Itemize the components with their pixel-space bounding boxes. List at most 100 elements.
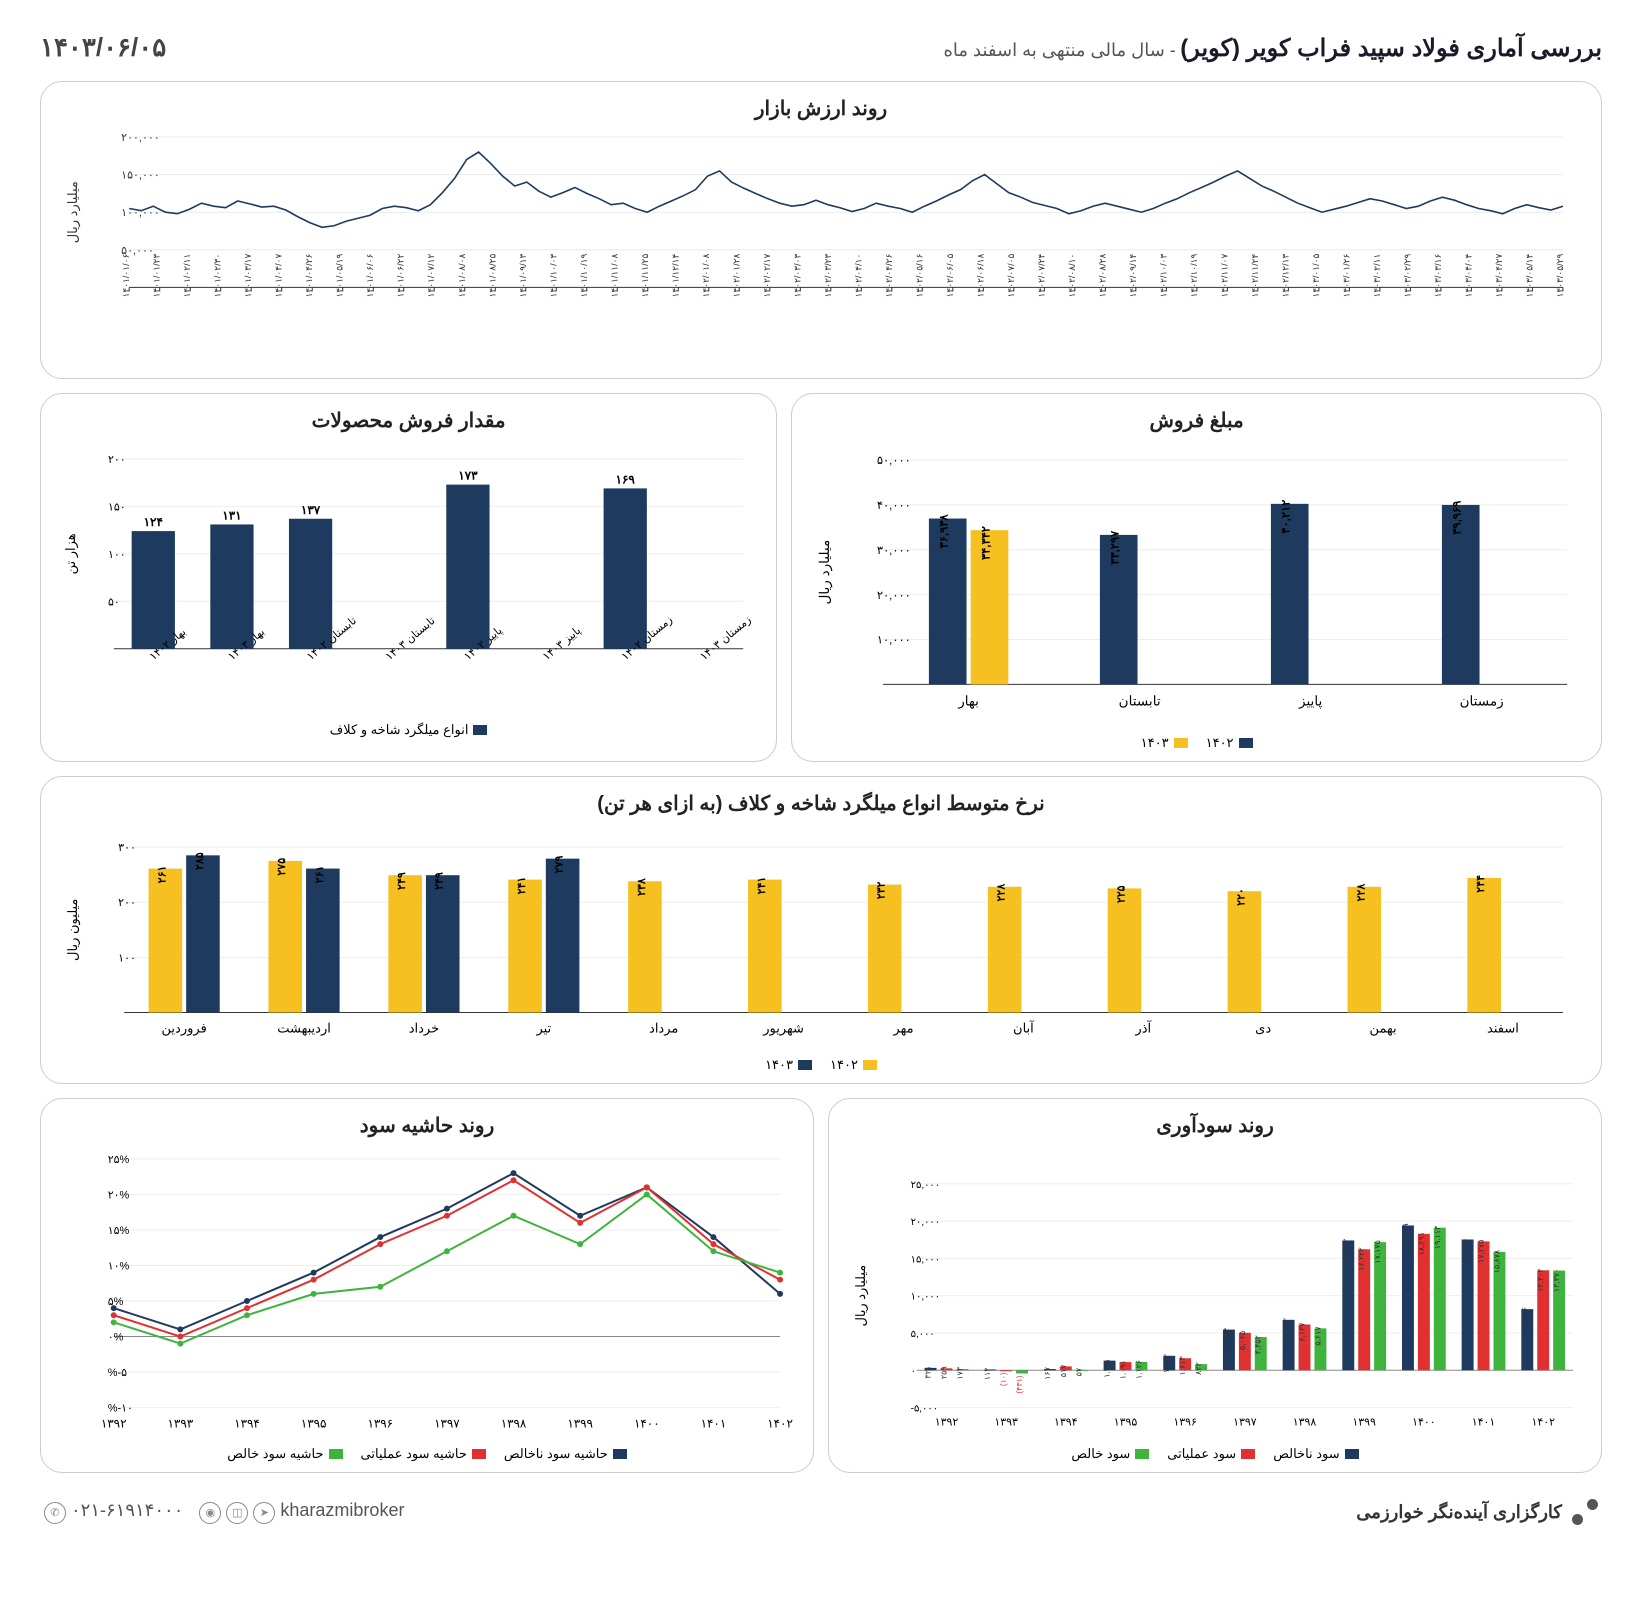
svg-text:۲۰۰: ۲۰۰ [108, 454, 126, 466]
svg-text:۳۳,۲۹۷: ۳۳,۲۹۷ [1110, 530, 1122, 564]
sales-amt-svg: ۱۰,۰۰۰۲۰,۰۰۰۳۰,۰۰۰۴۰,۰۰۰۵۰,۰۰۰میلیارد ری… [810, 439, 1583, 731]
sales-vol-legend: انواع میلگرد شاخه و کلاف [59, 722, 758, 738]
svg-text:۱۴۰۲/۱۲/۱۳: ۱۴۰۲/۱۲/۱۳ [1280, 254, 1290, 298]
svg-text:۱۴۰۲/۱۱/۲۴: ۱۴۰۲/۱۱/۲۴ [1250, 254, 1260, 298]
margin-chart: روند حاشیه سود ۱۰-%۵-%۰%۵%۱۰%۱۵%۲۰%۲۵%۱۳… [40, 1098, 814, 1473]
logo-icon [1572, 1499, 1598, 1525]
svg-text:۱۳۹۴: ۱۳۹۴ [1054, 1416, 1078, 1428]
phone-number: ۰۲۱-۶۱۹۱۴۰۰۰ [71, 1500, 183, 1520]
svg-text:۵-%: ۵-% [108, 1367, 127, 1379]
svg-text:۱۴۰۲/۰۹/۱۴: ۱۴۰۲/۰۹/۱۴ [1128, 254, 1138, 298]
svg-text:۱۴۰۱/۰۶/۲۲: ۱۴۰۱/۰۶/۲۲ [396, 254, 406, 298]
svg-text:۱۰۰: ۱۰۰ [108, 548, 126, 560]
svg-text:۱۳۹۸: ۱۳۹۸ [1293, 1416, 1317, 1428]
svg-text:بهمن: بهمن [1370, 1021, 1397, 1037]
svg-text:۲۳۲: ۲۳۲ [876, 882, 888, 900]
svg-text:مرداد: مرداد [649, 1021, 678, 1037]
svg-text:۱۴۰۲/۰۳/۰۳: ۱۴۰۲/۰۳/۰۳ [792, 254, 802, 298]
svg-text:تابستان ۱۴۰۳: تابستان ۱۴۰۳ [383, 615, 437, 663]
svg-text:تیر: تیر [535, 1021, 551, 1037]
svg-text:۱۴۰۱/۱۱/۰۸: ۱۴۰۱/۱۱/۰۸ [609, 254, 619, 298]
svg-text:۱۴۰۲/۰۳/۲۳: ۱۴۰۲/۰۳/۲۳ [823, 254, 833, 298]
svg-text:۱۴۰۲/۰۷/۰۵: ۱۴۰۲/۰۷/۰۵ [1006, 254, 1016, 298]
svg-text:۱۴۰۳/۰۲/۲۹: ۱۴۰۳/۰۲/۲۹ [1402, 254, 1412, 298]
svg-text:۱۴۰۱/۱۰/۰۳: ۱۴۰۱/۱۰/۰۳ [548, 254, 558, 298]
page-title: بررسی آماری فولاد سپید فراب کویر (کویر) [1180, 35, 1602, 62]
svg-text:۲۵,۰۰۰: ۲۵,۰۰۰ [911, 1179, 940, 1190]
avg-price-chart: نرخ متوسط انواع میلگرد شاخه و کلاف (به ا… [40, 776, 1602, 1084]
svg-text:۱۴۰۳/۰۵/۲۹: ۱۴۰۳/۰۵/۲۹ [1555, 254, 1565, 298]
svg-text:۱۵۰,۰۰۰: ۱۵۰,۰۰۰ [121, 170, 160, 182]
svg-text:۱۳۹۶: ۱۳۹۶ [367, 1416, 393, 1430]
legend-oper: سود عملیاتی [1167, 1446, 1236, 1462]
svg-text:میلیارد ریال: میلیارد ریال [853, 1264, 869, 1326]
svg-text:۱۴۰۲/۱۱/۰۷: ۱۴۰۲/۱۱/۰۷ [1219, 254, 1229, 298]
svg-text:۵۰,۰۰۰: ۵۰,۰۰۰ [877, 455, 911, 467]
svg-text:۱,۶۱۳: ۱,۶۱۳ [1178, 1355, 1187, 1375]
legend-gross: سود ناخالص [1273, 1446, 1339, 1462]
svg-text:۱۴۰۲/۰۸/۲۸: ۱۴۰۲/۰۸/۲۸ [1097, 254, 1107, 298]
margin-svg: ۱۰-%۵-%۰%۵%۱۰%۱۵%۲۰%۲۵%۱۳۹۲۱۳۹۳۱۳۹۴۱۳۹۵۱… [59, 1144, 795, 1442]
svg-text:۱۰۰,۰۰۰: ۱۰۰,۰۰۰ [121, 207, 160, 219]
social-handle: kharazmibroker [280, 1500, 404, 1520]
svg-text:۱۵,۸۷۸: ۱۵,۸۷۸ [1492, 1249, 1501, 1273]
svg-text:۱۳,۳۷۰: ۱۳,۳۷۰ [1552, 1268, 1561, 1292]
svg-text:۱۴۰۱/۰۴/۰۷: ۱۴۰۱/۰۴/۰۷ [274, 254, 284, 298]
svg-text:۱۱۲: ۱۱۲ [983, 1367, 992, 1380]
svg-text:۱۵%: ۱۵% [108, 1225, 130, 1237]
svg-text:۱۷۳: ۱۷۳ [955, 1366, 964, 1380]
chart-title: مقدار فروش محصولات [59, 408, 758, 433]
chart-title: روند ارزش بازار [59, 96, 1583, 121]
svg-text:۳۴,۳۴۲: ۳۴,۳۴۲ [981, 526, 993, 560]
svg-text:۱۴۰۱: ۱۴۰۱ [701, 1416, 727, 1430]
svg-text:۸۲۲: ۸۲۲ [1194, 1362, 1203, 1375]
svg-text:اردیبهشت: اردیبهشت [277, 1021, 331, 1037]
svg-text:۱۴۰۱/۱۲/۱۴: ۱۴۰۱/۱۲/۱۴ [670, 254, 680, 298]
sales-amt-legend: ۱۴۰۲ ۱۴۰۳ [810, 735, 1583, 751]
svg-text:۱۴۰۱/۰۶/۰۶: ۱۴۰۱/۰۶/۰۶ [365, 254, 375, 298]
chart-title: روند حاشیه سود [59, 1113, 795, 1138]
svg-text:۲۴۱: ۲۴۱ [516, 877, 528, 895]
svg-text:آذر: آذر [1134, 1020, 1152, 1037]
svg-text:۱۴۰۲/۰۴/۲۶: ۱۴۰۲/۰۴/۲۶ [884, 254, 894, 298]
svg-text:میلیارد ریال: میلیارد ریال [65, 181, 81, 243]
svg-text:۲۴۹: ۲۴۹ [396, 872, 408, 890]
svg-text:۱۴۰۱/۰۸/۰۸: ۱۴۰۱/۰۸/۰۸ [457, 254, 467, 298]
margin-legend: حاشیه سود ناخالص حاشیه سود عملیاتی حاشیه… [59, 1446, 795, 1462]
svg-text:۱۳۹۵: ۱۳۹۵ [301, 1416, 327, 1430]
svg-text:۱۳۹۶: ۱۳۹۶ [1173, 1416, 1197, 1428]
svg-text:۱۴۰۱/۰۳/۱۷: ۱۴۰۱/۰۳/۱۷ [243, 254, 253, 298]
svg-text:۱۴۰۳/۰۴/۲۷: ۱۴۰۳/۰۴/۲۷ [1494, 254, 1504, 298]
svg-text:۱۳۹۷: ۱۳۹۷ [1233, 1416, 1257, 1428]
svg-text:۱۵,۰۰۰: ۱۵,۰۰۰ [911, 1254, 940, 1265]
svg-text:۲۴۴: ۲۴۴ [1475, 875, 1487, 893]
profit-svg: ۵,۰۰۰-۰۵,۰۰۰۱۰,۰۰۰۱۵,۰۰۰۲۰,۰۰۰۲۵,۰۰۰میلی… [847, 1144, 1583, 1442]
svg-text:۱۴۰۱/۱۱/۲۵: ۱۴۰۱/۱۱/۲۵ [640, 254, 650, 298]
svg-text:۱۴۰۲/۰۸/۱۰: ۱۴۰۲/۰۸/۱۰ [1067, 254, 1077, 298]
svg-text:میلیارد ریال: میلیارد ریال [817, 539, 833, 604]
svg-text:۱۴۰۱/۰۸/۲۵: ۱۴۰۱/۰۸/۲۵ [487, 254, 497, 298]
svg-text:شهریور: شهریور [762, 1021, 804, 1037]
svg-text:۱۶۷: ۱۶۷ [1043, 1366, 1052, 1380]
profit-legend: سود ناخالص سود عملیاتی سود خالص [847, 1446, 1583, 1462]
svg-text:۱۳,۴۰۲: ۱۳,۴۰۲ [1536, 1268, 1545, 1292]
page-footer: کارگزاری آینده‌نگر خوارزمی ✆ ۰۲۱-۶۱۹۱۴۰۰… [40, 1487, 1602, 1525]
page-header: بررسی آماری فولاد سپید فراب کویر (کویر) … [40, 20, 1602, 81]
svg-text:زمستان: زمستان [1460, 693, 1504, 709]
svg-text:۵۷: ۵۷ [1075, 1367, 1084, 1376]
svg-text:۱۳۹۲: ۱۳۹۲ [101, 1416, 127, 1430]
svg-text:۴۰,۰۰۰: ۴۰,۰۰۰ [877, 500, 911, 512]
svg-text:۱۴۰۳/۰۳/۱۶: ۱۴۰۳/۰۳/۱۶ [1433, 254, 1443, 298]
svg-text:۱۷,۴۰۲: ۱۷,۴۰۲ [1341, 1238, 1350, 1262]
svg-text:(۴۳۱): (۴۳۱) [1015, 1375, 1024, 1393]
svg-text:۱۳۹۹: ۱۳۹۹ [1352, 1416, 1376, 1428]
svg-text:۱۴۰۲/۰۴/۱۰: ۱۴۰۲/۰۴/۱۰ [853, 254, 863, 298]
svg-text:تابستان: تابستان [1119, 693, 1161, 708]
svg-text:۱۴۰۰: ۱۴۰۰ [1412, 1416, 1436, 1428]
svg-text:۱۴۰۲/۰۱/۰۸: ۱۴۰۲/۰۱/۰۸ [701, 254, 711, 298]
svg-text:۲۲۸: ۲۲۸ [1355, 884, 1367, 902]
svg-text:۱۴۰۳/۰۲/۱۱: ۱۴۰۳/۰۲/۱۱ [1372, 254, 1382, 298]
svg-text:۱۳۹۹: ۱۳۹۹ [567, 1416, 593, 1430]
svg-text:۳۶,۹۳۸: ۳۶,۹۳۸ [939, 514, 951, 548]
svg-text:۶,۷۶۲: ۶,۷۶۲ [1282, 1317, 1291, 1336]
